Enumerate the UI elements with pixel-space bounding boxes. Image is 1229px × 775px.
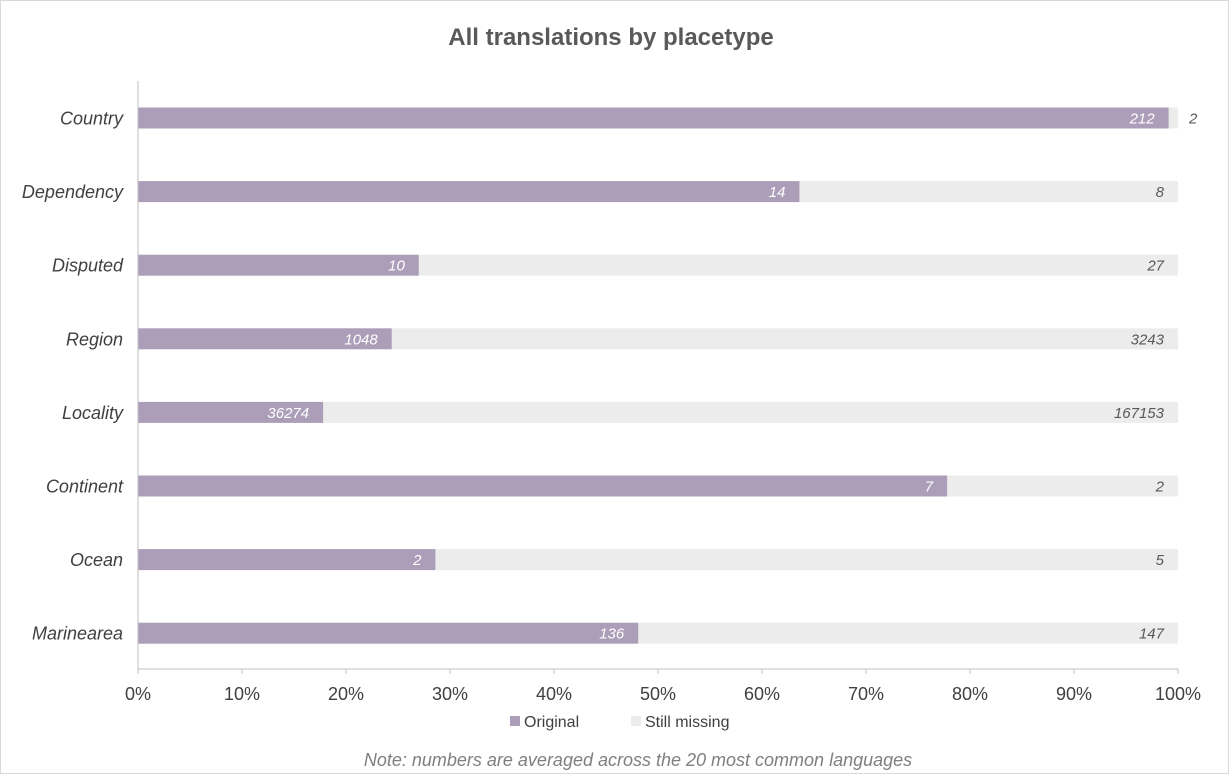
bar-original-continent bbox=[138, 475, 948, 497]
legend-swatch-original bbox=[510, 716, 520, 726]
category-label-continent: Continent bbox=[46, 477, 124, 497]
x-tick-label: 10% bbox=[224, 684, 260, 704]
value-label-original-continent: 7 bbox=[925, 479, 934, 496]
x-tick-label: 0% bbox=[125, 684, 151, 704]
bar-still-missing-country bbox=[1168, 107, 1178, 129]
value-label-original-dependency: 14 bbox=[769, 184, 786, 201]
category-label-country: Country bbox=[60, 109, 124, 129]
x-tick-label: 40% bbox=[536, 684, 572, 704]
x-tick-label: 100% bbox=[1155, 684, 1201, 704]
bar-original-country bbox=[138, 107, 1169, 129]
x-tick-label: 70% bbox=[848, 684, 884, 704]
category-label-region: Region bbox=[66, 329, 123, 349]
category-label-ocean: Ocean bbox=[70, 550, 123, 570]
bar-original-disputed bbox=[138, 254, 419, 276]
bar-still-missing-region bbox=[391, 328, 1178, 350]
bar-still-missing-locality bbox=[323, 401, 1178, 423]
bar-still-missing-disputed bbox=[418, 254, 1178, 276]
x-tick-label: 80% bbox=[952, 684, 988, 704]
x-tick-label: 50% bbox=[640, 684, 676, 704]
bar-still-missing-dependency bbox=[799, 181, 1178, 203]
bar-original-marinearea bbox=[138, 622, 639, 644]
x-axis: 0% 10% 20% 30% 40% 50% 60% 70% 80% 90% 100% bbox=[125, 81, 1201, 704]
value-label-still-missing-region: 3243 bbox=[1131, 331, 1165, 348]
x-tick-label: 60% bbox=[744, 684, 780, 704]
value-label-still-missing-dependency: 8 bbox=[1156, 184, 1165, 201]
chart-note: Note: numbers are averaged across the 20… bbox=[364, 750, 912, 770]
value-label-original-disputed: 10 bbox=[388, 258, 405, 275]
bars-layer: 212 2 14 8 10 27 1048 3243 36274 167153 7 2 2 5 136 147 bbox=[138, 107, 1198, 644]
bar-still-missing-marinearea bbox=[638, 622, 1178, 644]
value-label-still-missing-country: 2 bbox=[1188, 111, 1198, 128]
legend-label-still-missing: Still missing bbox=[645, 714, 729, 731]
category-label-dependency: Dependency bbox=[22, 182, 124, 202]
value-label-original-country: 212 bbox=[1129, 111, 1156, 128]
value-label-still-missing-marinearea: 147 bbox=[1139, 626, 1165, 643]
value-label-original-marinearea: 136 bbox=[599, 626, 625, 643]
x-tick-label: 90% bbox=[1056, 684, 1092, 704]
x-tick-label: 30% bbox=[432, 684, 468, 704]
bar-still-missing-continent bbox=[947, 475, 1178, 497]
bar-original-region bbox=[138, 328, 392, 350]
category-label-locality: Locality bbox=[62, 403, 124, 423]
category-labels: Country Dependency Disputed Region Locality C… bbox=[22, 109, 124, 644]
bar-still-missing-ocean bbox=[435, 549, 1178, 571]
value-label-original-region: 1048 bbox=[344, 331, 378, 348]
value-label-original-locality: 36274 bbox=[267, 405, 309, 422]
bar-original-ocean bbox=[138, 549, 436, 571]
value-label-original-ocean: 2 bbox=[412, 552, 422, 569]
value-label-still-missing-disputed: 27 bbox=[1146, 258, 1164, 275]
legend-swatch-still-missing bbox=[631, 716, 641, 726]
bar-original-locality bbox=[138, 401, 324, 423]
bar-original-dependency bbox=[138, 181, 800, 203]
value-label-still-missing-ocean: 5 bbox=[1156, 552, 1165, 569]
category-label-disputed: Disputed bbox=[52, 256, 124, 276]
chart-title: All translations by placetype bbox=[448, 24, 773, 51]
legend: Original Still missing bbox=[510, 714, 729, 731]
category-label-marinearea: Marinearea bbox=[32, 624, 123, 644]
x-tick-label: 20% bbox=[328, 684, 364, 704]
value-label-still-missing-locality: 167153 bbox=[1114, 405, 1165, 422]
legend-label-original: Original bbox=[524, 714, 579, 731]
value-label-still-missing-continent: 2 bbox=[1155, 479, 1165, 496]
